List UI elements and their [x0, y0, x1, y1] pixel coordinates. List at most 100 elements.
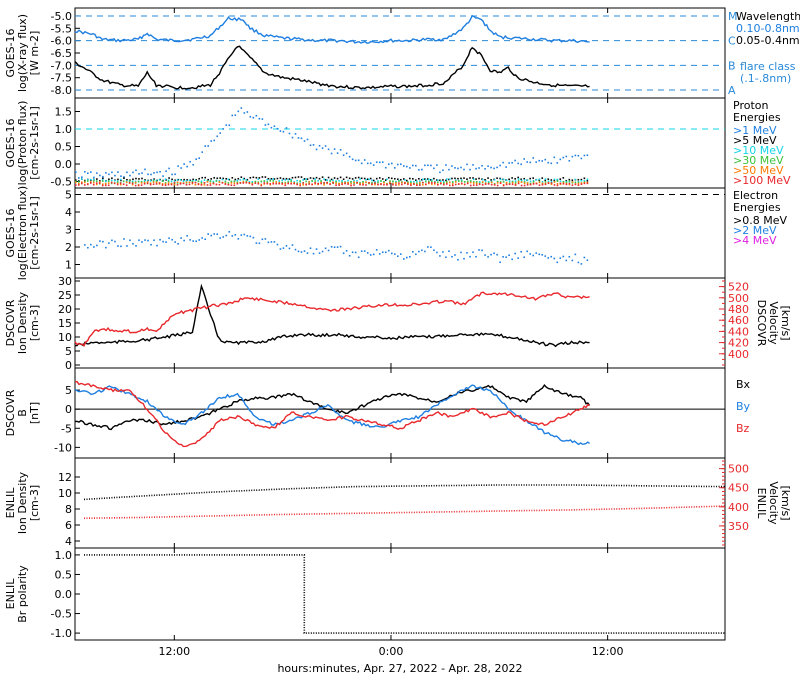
- data-point: [237, 177, 240, 180]
- data-point: [164, 182, 167, 184]
- data-point: [123, 238, 125, 240]
- data-point: [344, 181, 346, 184]
- data-point: [357, 176, 360, 179]
- data-point: [387, 163, 390, 166]
- data-point: [314, 183, 316, 185]
- data-point: [345, 152, 348, 155]
- data-point: [92, 181, 95, 184]
- data-point: [150, 243, 152, 246]
- data-point: [514, 184, 517, 186]
- data-point: [520, 178, 522, 181]
- data-point: [162, 175, 164, 177]
- data-point: [396, 163, 399, 166]
- y-right-tick-label: 480: [728, 303, 749, 316]
- data-point: [120, 175, 122, 177]
- data-point: [419, 180, 421, 182]
- data-point: [276, 177, 279, 180]
- data-point: [541, 177, 544, 179]
- data-point: [281, 182, 284, 185]
- data-point: [152, 181, 155, 183]
- data-point: [236, 182, 239, 185]
- data-point: [309, 247, 312, 250]
- data-point: [339, 149, 342, 151]
- data-point: [249, 235, 252, 238]
- data-point: [351, 251, 354, 254]
- data-point: [296, 182, 298, 184]
- data-point: [559, 180, 562, 182]
- data-point: [257, 178, 260, 181]
- data-point: [502, 184, 505, 187]
- data-point: [227, 183, 230, 186]
- data-point: [505, 256, 507, 258]
- data-point: [110, 179, 113, 182]
- x-axis-label: hours:minutes, Apr. 27, 2022 - Apr. 28, …: [277, 662, 523, 675]
- data-point: [451, 177, 453, 180]
- data-point: [517, 178, 520, 180]
- data-point: [571, 259, 574, 262]
- data-point: [183, 239, 185, 242]
- data-point: [403, 165, 405, 167]
- data-point: [305, 183, 307, 186]
- data-point: [272, 181, 275, 184]
- data-point: [144, 239, 146, 241]
- data-point: [365, 184, 367, 186]
- data-point: [171, 173, 173, 176]
- data-point: [329, 179, 331, 182]
- data-point: [490, 180, 493, 183]
- data-point: [227, 178, 230, 181]
- data-point: [445, 164, 447, 166]
- data-point: [487, 165, 489, 167]
- data-point: [541, 253, 544, 256]
- data-point: [389, 182, 391, 185]
- data-point: [478, 167, 480, 169]
- data-point: [180, 237, 182, 239]
- data-point: [287, 178, 290, 181]
- data-point: [360, 177, 363, 180]
- data-point: [375, 249, 378, 251]
- data-point: [207, 145, 210, 147]
- data-point: [568, 180, 571, 182]
- data-point: [404, 182, 406, 185]
- data-point: [95, 183, 98, 186]
- legend-entry: >50 MeV: [733, 164, 784, 177]
- legend-entry: >4 MeV: [733, 234, 777, 247]
- data-point: [137, 184, 140, 187]
- data-point: [173, 180, 176, 182]
- data-point: [348, 254, 351, 257]
- y-right-tick-label: 520: [728, 281, 749, 294]
- data-point: [77, 181, 80, 183]
- data-point: [454, 254, 456, 256]
- data-point: [245, 181, 248, 184]
- data-point: [264, 238, 267, 240]
- data-point: [282, 177, 285, 180]
- data-point: [294, 248, 297, 251]
- data-point: [258, 117, 261, 120]
- data-point: [158, 179, 161, 181]
- data-point: [568, 181, 571, 183]
- y-tick-label: -0.5: [51, 608, 72, 621]
- data-point: [107, 180, 110, 182]
- data-point: [269, 182, 272, 185]
- data-point: [146, 182, 149, 185]
- data-point: [502, 178, 505, 181]
- data-point: [475, 178, 477, 180]
- data-point: [460, 180, 463, 182]
- data-point: [568, 160, 571, 162]
- legend-entry: >5 MeV: [733, 134, 777, 147]
- data-point: [140, 181, 143, 183]
- data-point: [457, 180, 460, 182]
- panel-frame: [74, 187, 726, 279]
- data-point: [353, 182, 355, 185]
- data-point: [338, 184, 340, 186]
- data-point: [359, 181, 361, 184]
- data-point: [111, 171, 113, 174]
- data-point: [230, 180, 233, 183]
- data-point: [403, 258, 405, 260]
- data-point: [179, 181, 182, 184]
- data-point: [412, 251, 414, 253]
- data-point: [242, 182, 245, 184]
- data-point: [215, 183, 218, 186]
- data-point: [165, 170, 167, 172]
- data-point: [377, 181, 379, 184]
